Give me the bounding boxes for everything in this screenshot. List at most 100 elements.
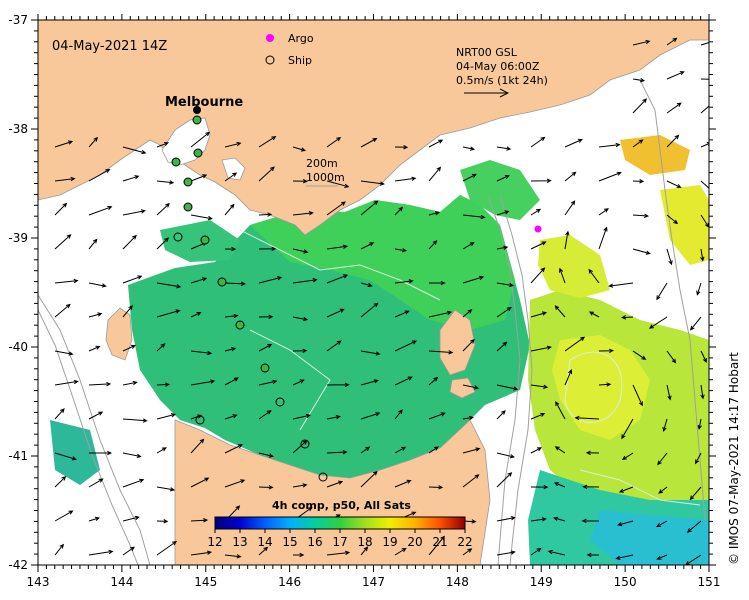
current-arrow-icon bbox=[156, 282, 182, 289]
current-arrow-icon bbox=[582, 484, 600, 490]
current-arrow-icon bbox=[394, 176, 417, 182]
current-arrow-icon bbox=[360, 302, 379, 318]
current-arrow-icon bbox=[632, 213, 650, 218]
current-arrow-icon bbox=[428, 446, 439, 454]
colorbar-ticks: 12 13 14 15 16 17 18 19 20 21 22 bbox=[207, 529, 473, 549]
colorbar-title: 4h comp, p50, All Sats bbox=[272, 499, 411, 512]
current-arrow-icon bbox=[700, 105, 709, 114]
current-arrow-icon bbox=[258, 212, 273, 217]
land-flinders-island bbox=[439, 309, 476, 376]
current-arrow-icon bbox=[553, 482, 566, 488]
current-arrow-icon bbox=[496, 341, 508, 352]
current-arrow-icon bbox=[700, 78, 709, 80]
current-arrow-icon bbox=[666, 350, 677, 364]
ship-marker bbox=[260, 363, 270, 373]
current-arrow-icon bbox=[553, 516, 566, 522]
current-arrow-icon bbox=[564, 138, 583, 148]
current-arrow-icon bbox=[632, 179, 645, 184]
x-axis: 143 144 145 146 147 148 149 150 151 bbox=[27, 14, 720, 589]
current-arrow-icon bbox=[258, 135, 277, 148]
colorbar-tick-label: 14 bbox=[257, 535, 272, 549]
sst-ne-orange bbox=[620, 135, 690, 175]
current-arrow-icon bbox=[496, 452, 516, 459]
x-tick-label: 148 bbox=[446, 575, 469, 589]
current-arrow-icon bbox=[54, 350, 74, 356]
ship-marker bbox=[195, 415, 205, 425]
current-arrow-icon bbox=[258, 343, 273, 352]
current-arrow-icon bbox=[621, 315, 634, 320]
current-arrow-icon bbox=[88, 478, 104, 488]
current-arrow-icon bbox=[496, 410, 506, 420]
current-arrow-icon bbox=[224, 479, 246, 488]
current-arrow-icon bbox=[700, 180, 709, 189]
current-arrow-icon bbox=[530, 447, 543, 454]
colorbar-tick-label: 21 bbox=[432, 535, 447, 549]
y-axis: -37 -38 -39 -40 -41 -42 bbox=[8, 13, 716, 572]
current-arrow-icon bbox=[632, 39, 651, 46]
current-arrow-icon bbox=[662, 418, 668, 432]
y-tick-label: -37 bbox=[8, 13, 28, 27]
current-arrow-icon bbox=[428, 139, 444, 148]
current-arrow-icon bbox=[689, 316, 702, 331]
current-arrow-icon bbox=[190, 477, 210, 488]
current-arrow-icon bbox=[530, 517, 547, 522]
ship-marker bbox=[173, 232, 183, 242]
argo-float-icon bbox=[534, 225, 542, 233]
current-arrow-icon bbox=[700, 142, 709, 148]
sst-bass-mid bbox=[250, 195, 515, 330]
current-arrow-icon bbox=[658, 486, 668, 494]
y-tick-label: -41 bbox=[8, 449, 28, 463]
colorbar-tick-label: 22 bbox=[457, 535, 472, 549]
current-arrow-icon bbox=[632, 139, 644, 148]
land-king-island bbox=[105, 307, 133, 361]
current-arrow-icon bbox=[428, 535, 445, 556]
current-arrow-icon bbox=[122, 175, 140, 182]
current-arrow-icon bbox=[224, 141, 242, 148]
current-arrow-icon bbox=[258, 379, 278, 386]
current-arrow-icon bbox=[360, 470, 378, 488]
current-arrow-icon bbox=[564, 230, 570, 250]
melbourne-marker-icon bbox=[193, 106, 201, 114]
current-arrow-icon bbox=[608, 282, 634, 288]
colorbar-tick-label: 18 bbox=[357, 535, 372, 549]
current-arrow-icon bbox=[697, 418, 702, 431]
x-tick-label: 147 bbox=[362, 575, 385, 589]
current-arrow-icon bbox=[258, 410, 272, 420]
current-arrow-icon bbox=[564, 336, 586, 352]
current-arrow-icon bbox=[547, 549, 566, 556]
current-arrow-icon bbox=[326, 382, 350, 388]
current-arrow-icon bbox=[666, 71, 685, 80]
current-arrow-icon bbox=[564, 171, 577, 182]
colorbar-tick-label: 19 bbox=[382, 535, 397, 549]
current-arrow-icon bbox=[559, 267, 566, 284]
current-arrow-icon bbox=[292, 211, 314, 216]
current-arrow-icon bbox=[394, 340, 418, 352]
current-arrow-icon bbox=[598, 382, 612, 387]
current-arrow-icon bbox=[554, 305, 566, 318]
ship-marker bbox=[217, 277, 227, 287]
current-arrow-icon bbox=[581, 518, 600, 524]
current-arrow-icon bbox=[224, 414, 238, 420]
current-arrow-icon bbox=[530, 311, 548, 318]
current-arrow-icon bbox=[394, 206, 404, 216]
current-arrow-icon bbox=[88, 549, 114, 556]
current-arrow-icon bbox=[326, 201, 346, 216]
current-arrow-icon bbox=[428, 310, 453, 318]
current-arrow-icon bbox=[394, 409, 403, 420]
current-arrow-icon bbox=[686, 520, 702, 533]
current-arrow-icon bbox=[292, 413, 312, 420]
current-arrow-icon bbox=[190, 518, 209, 523]
sst-east-yellow bbox=[552, 335, 650, 440]
current-arrow-icon bbox=[224, 377, 239, 386]
current-arrow-icon bbox=[122, 515, 140, 522]
current-arrow-icon bbox=[574, 415, 600, 421]
current-arrow-icon bbox=[54, 202, 68, 216]
current-arrow-icon bbox=[156, 309, 181, 318]
ship-markers bbox=[171, 115, 328, 482]
current-arrow-icon bbox=[258, 546, 269, 556]
datetime-label: 04-May-2021 14Z bbox=[52, 39, 167, 54]
current-arrow-icon bbox=[496, 550, 516, 556]
x-tick-label: 150 bbox=[614, 575, 637, 589]
current-arrow-icon bbox=[224, 347, 237, 352]
current-arrow-icon bbox=[588, 268, 600, 284]
